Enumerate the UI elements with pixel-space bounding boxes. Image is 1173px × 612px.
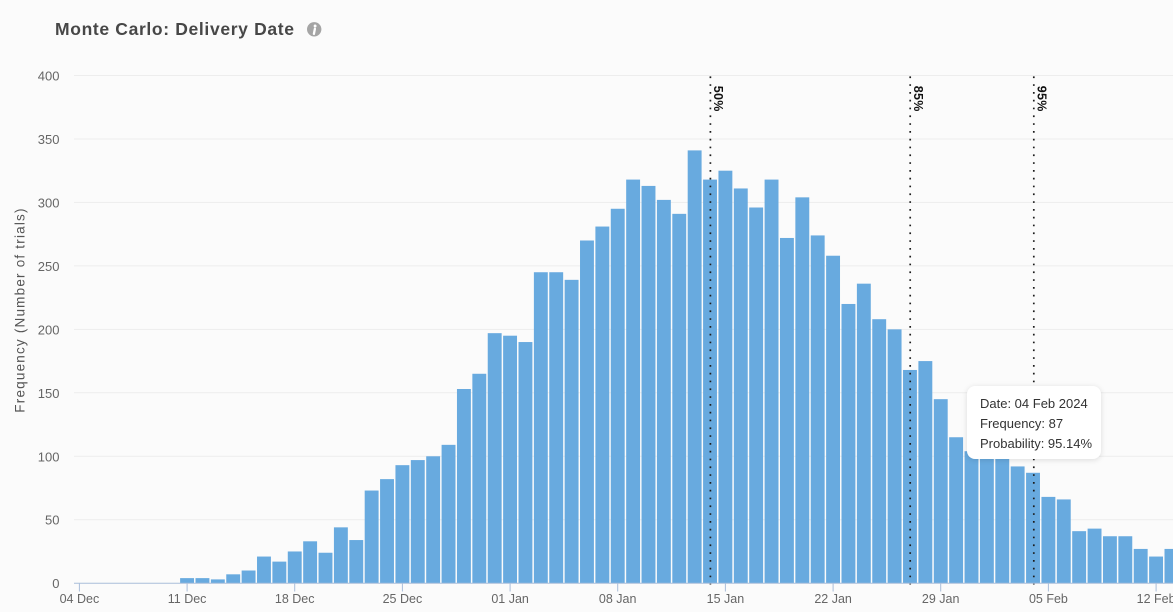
svg-text:04 Dec: 04 Dec (60, 592, 100, 606)
svg-text:50: 50 (45, 513, 59, 528)
svg-text:25 Dec: 25 Dec (383, 592, 423, 606)
svg-text:150: 150 (38, 386, 60, 401)
svg-text:350: 350 (38, 132, 60, 147)
svg-text:300: 300 (38, 195, 60, 210)
svg-text:200: 200 (38, 322, 60, 337)
svg-text:22 Jan: 22 Jan (814, 592, 852, 606)
svg-text:Frequency (Number of trials): Frequency (Number of trials) (13, 207, 28, 412)
svg-text:18 Dec: 18 Dec (275, 592, 315, 606)
svg-text:08 Jan: 08 Jan (599, 592, 637, 606)
svg-text:250: 250 (38, 259, 60, 274)
svg-text:85%: 85% (911, 86, 925, 112)
svg-text:11 Dec: 11 Dec (168, 592, 207, 606)
svg-text:12 Feb: 12 Feb (1137, 592, 1173, 606)
svg-text:100: 100 (38, 449, 60, 464)
svg-text:01 Jan: 01 Jan (491, 592, 529, 606)
svg-text:29 Jan: 29 Jan (922, 592, 960, 606)
svg-text:05 Feb: 05 Feb (1029, 592, 1068, 606)
svg-text:400: 400 (38, 69, 60, 84)
svg-text:95%: 95% (1035, 86, 1049, 112)
svg-text:50%: 50% (711, 86, 725, 112)
svg-text:15 Jan: 15 Jan (707, 592, 745, 606)
svg-text:0: 0 (52, 576, 59, 591)
